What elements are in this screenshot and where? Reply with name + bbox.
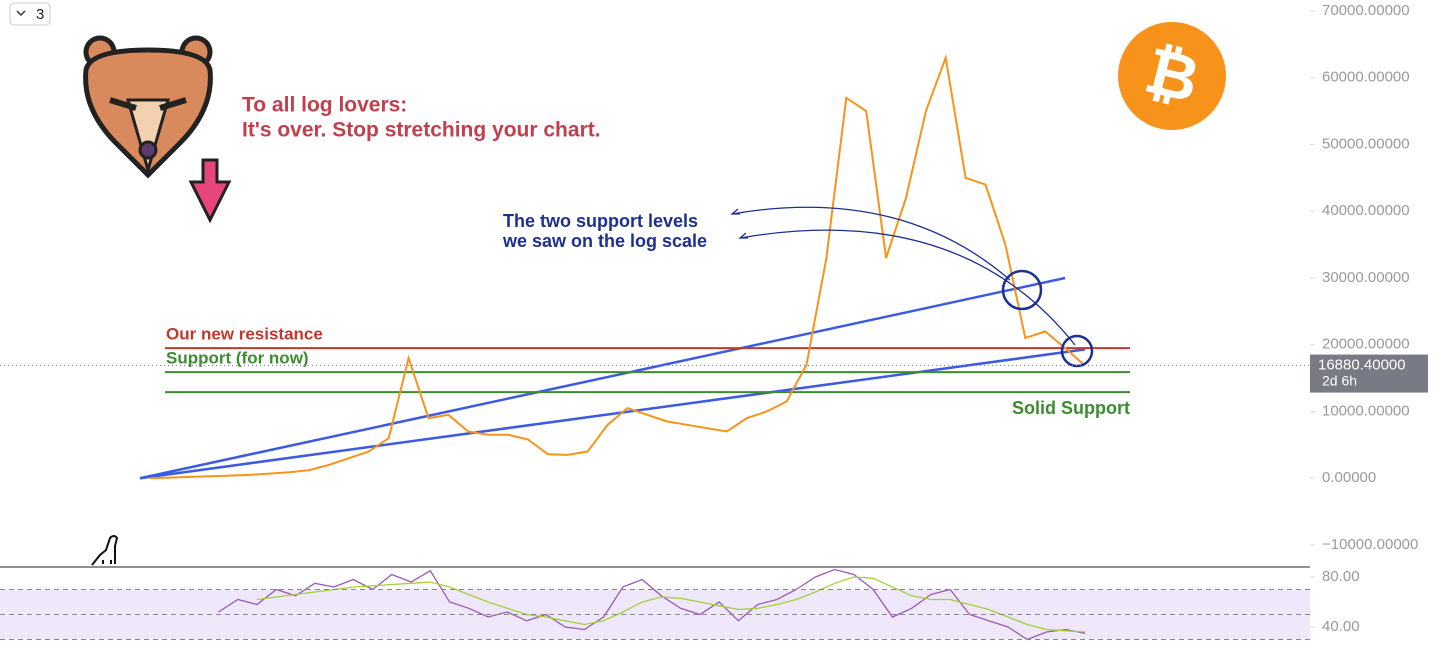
y-tick-label: 50000.00000	[1322, 135, 1410, 152]
toolbar-button[interactable]	[9, 2, 51, 26]
toolbar-label: 3	[36, 6, 44, 23]
highlight-circle	[1001, 269, 1043, 311]
y-tick-label: 40000.00000	[1322, 202, 1410, 219]
down-arrow-icon	[188, 158, 232, 224]
y-tick-label: 20000.00000	[1322, 336, 1410, 353]
annotation: It's over. Stop stretching your chart.	[242, 119, 601, 142]
rsi-band	[0, 589, 1310, 640]
arrow	[739, 229, 1076, 346]
y-tick-label: 80.00	[1322, 568, 1360, 585]
rsi-line	[256, 576, 1086, 633]
price-tag-label: 16880.40000	[1318, 357, 1406, 374]
y-tick-label: 70000.00000	[1322, 2, 1410, 19]
trend-line	[139, 348, 1086, 480]
y-tick-label: −10000.00000	[1322, 536, 1418, 553]
annotation: The two support levels	[503, 211, 698, 231]
y-tick-label: 40.00	[1322, 618, 1360, 635]
y-tick-label: 60000.00000	[1322, 69, 1410, 86]
line-label: Support (for now)	[166, 349, 309, 368]
y-tick-label: 30000.00000	[1322, 269, 1410, 286]
arrow-head	[730, 208, 748, 239]
y-tick-label: 10000.00000	[1322, 402, 1410, 419]
price-tag	[1310, 354, 1428, 393]
rsi-line	[218, 568, 1086, 641]
annotation: To all log lovers:	[242, 94, 407, 117]
dino-icon	[91, 535, 119, 566]
chevron-icon	[16, 10, 26, 17]
line-label: Solid Support	[1012, 398, 1130, 418]
countdown-label: 2d 6h	[1322, 372, 1357, 388]
line-label: Our new resistance	[166, 325, 323, 344]
trend-line	[139, 276, 1066, 480]
arrow	[731, 206, 1011, 281]
bitcoin-logo: ₿	[1118, 22, 1226, 130]
price-line	[149, 53, 1086, 480]
bear-icon	[83, 35, 213, 179]
annotation: we saw on the log scale	[502, 231, 707, 251]
y-tick-label: 0.00000	[1322, 469, 1376, 486]
